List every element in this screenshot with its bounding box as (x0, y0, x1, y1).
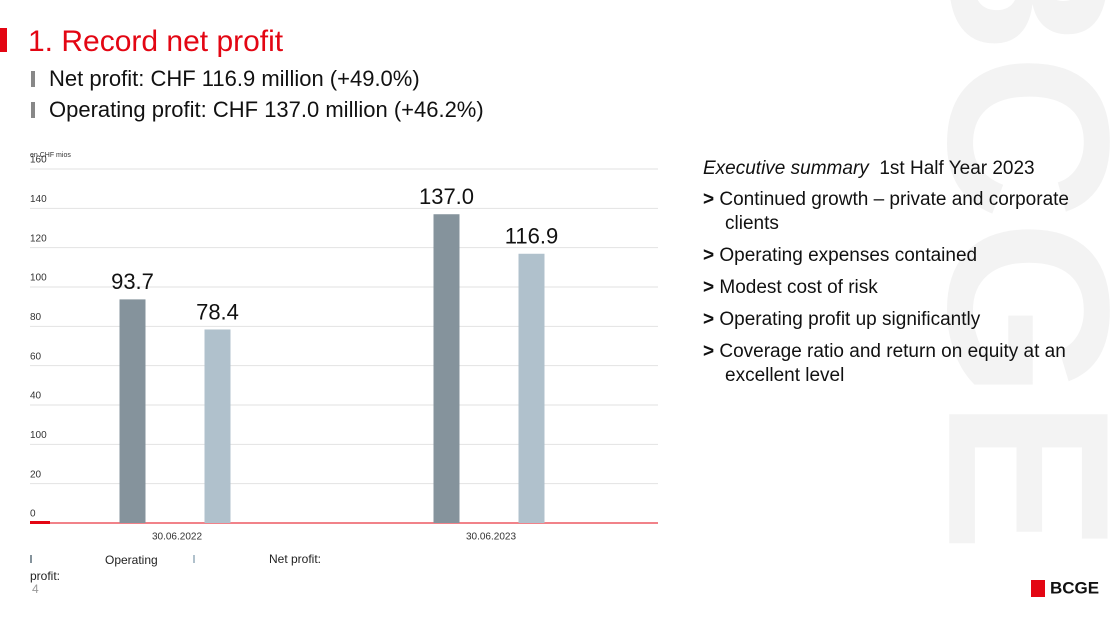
slide-title: 1. Record net profit (28, 25, 284, 58)
data-label: 78.4 (196, 299, 239, 324)
y-tick-label: 20 (30, 469, 42, 480)
summary-item: Modest cost of risk (703, 276, 1073, 300)
bar (433, 214, 460, 523)
summary-item: Operating profit up significantly (703, 308, 1073, 332)
y-tick-label: 160 (30, 155, 47, 166)
bar (119, 299, 146, 523)
x-tick-label: 30.06.2023 (466, 532, 516, 543)
summary-item: Operating expenses contained (703, 244, 1073, 268)
x-tick-label: 30.06.2022 (152, 532, 202, 543)
summary-item: Continued growth – private and corporate… (703, 188, 1073, 236)
y-tick-label: 40 (30, 391, 42, 402)
bullet-marker (31, 102, 35, 118)
bullet-marker (31, 71, 35, 87)
logo-mark (1031, 580, 1045, 597)
data-label: 137.0 (419, 184, 474, 209)
y-tick-label: 140 (30, 194, 47, 205)
bullet: Operating profit: CHF 137.0 million (+46… (49, 97, 484, 122)
legend-entry: Operating profit: (30, 553, 158, 583)
y-axis-label: en CHF mios (30, 152, 71, 159)
summary-heading: Executive summary 1st Half Year 2023 (703, 158, 1073, 180)
summary-period: 1st Half Year 2023 (879, 158, 1035, 179)
y-tick-label: 0 (30, 509, 36, 520)
y-tick-label: 100 (30, 430, 47, 441)
legend-entry: Net profit: (269, 552, 322, 566)
y-tick-label: 60 (30, 351, 42, 362)
summary-heading-text: Executive summary (703, 158, 869, 179)
title-marker (0, 28, 7, 52)
logo: BCGE (1050, 578, 1099, 597)
legend-swatch (30, 555, 32, 563)
data-label: 93.7 (111, 269, 154, 294)
axis-marker (30, 521, 50, 524)
data-label: 116.9 (505, 224, 558, 249)
page-number: 4 (32, 582, 39, 596)
summary-item: Coverage ratio and return on equity at a… (703, 340, 1073, 388)
executive-summary: Executive summary 1st Half Year 2023 Con… (703, 158, 1073, 388)
bar (518, 253, 545, 523)
y-tick-label: 80 (30, 312, 42, 323)
y-tick-label: 100 (30, 273, 47, 284)
y-tick-label: 120 (30, 233, 47, 244)
bullet: Net profit: CHF 116.9 million (+49.0%) (49, 66, 420, 91)
legend-swatch (193, 555, 195, 563)
bar (204, 329, 231, 523)
